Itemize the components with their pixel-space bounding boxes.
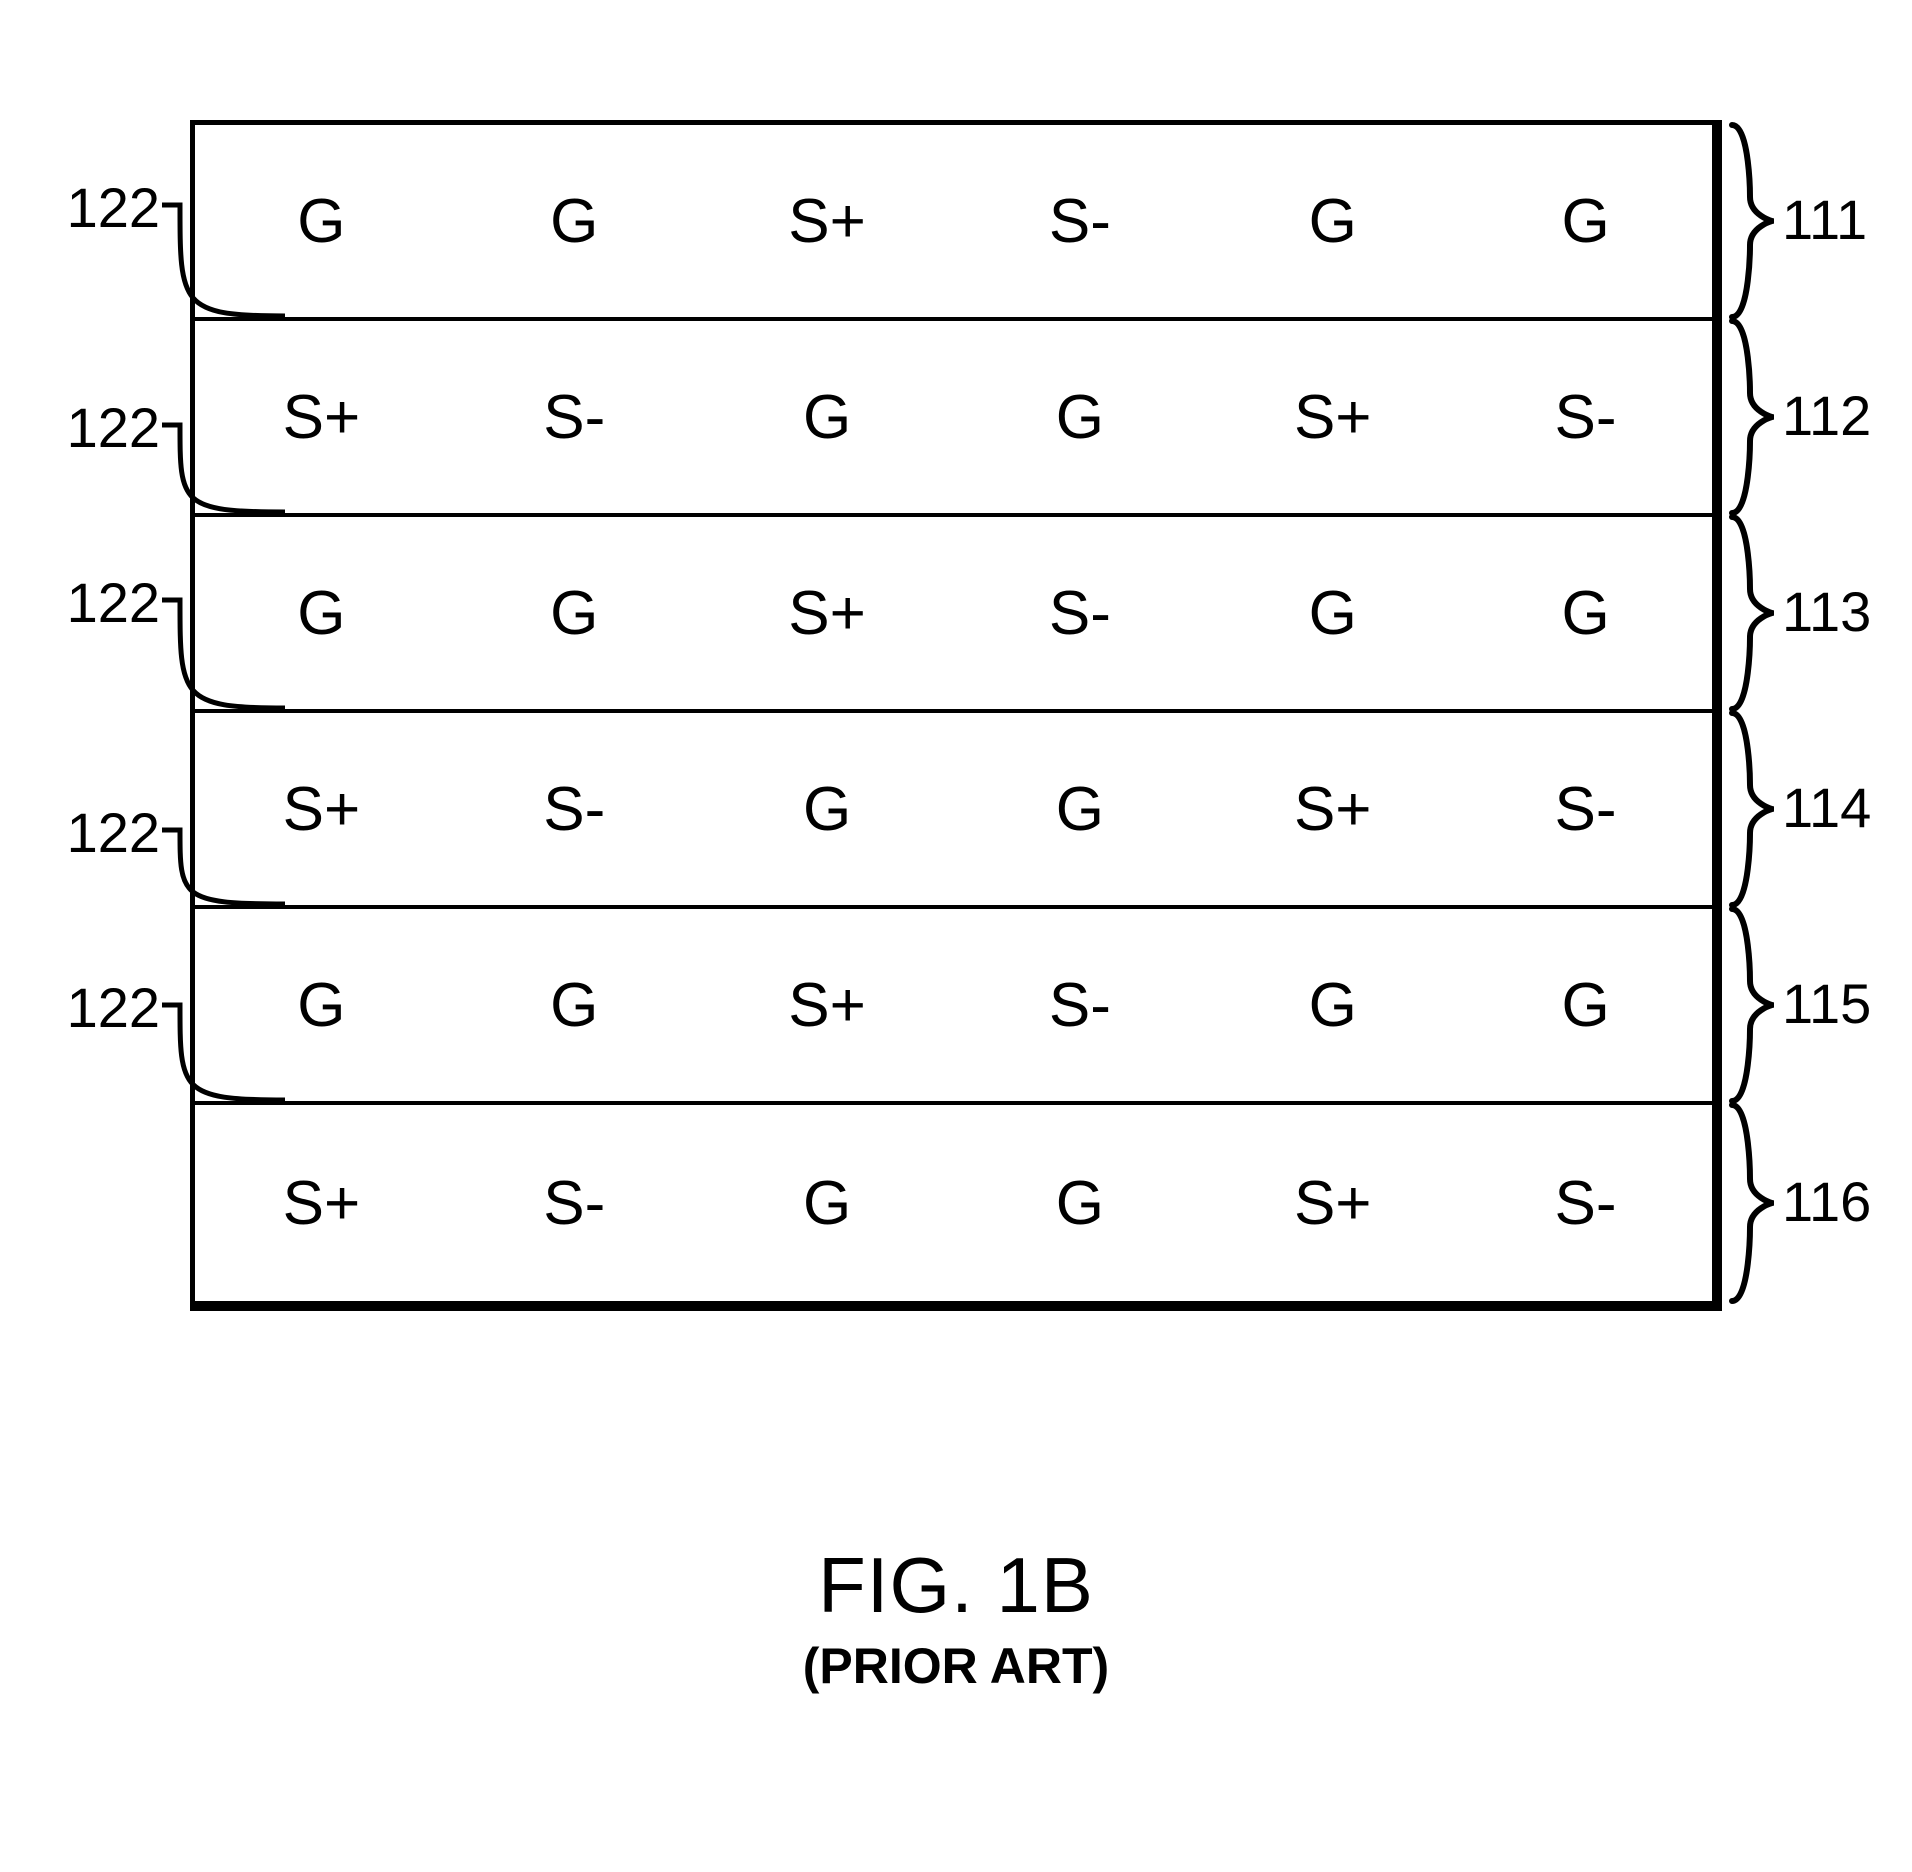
table-cell: S+ — [701, 186, 954, 257]
table-cell: S- — [448, 774, 701, 845]
caption-line-1: FIG. 1B — [0, 1540, 1912, 1631]
table-cell: S- — [1459, 382, 1712, 453]
table-cell: S- — [953, 970, 1206, 1041]
right-brace — [1726, 121, 1774, 321]
signal-layer-table: GGS+S-GGS+S-GGS+S-GGS+S-GGS+S-GGS+S-GGS+… — [190, 120, 1722, 1311]
right-reference-label: 113 — [1782, 579, 1912, 644]
table-row: S+S-GGS+S- — [195, 713, 1712, 909]
table-cell: G — [701, 382, 954, 453]
table-cell: S+ — [701, 578, 954, 649]
left-reference-label: 122 — [40, 395, 160, 460]
table-row: S+S-GGS+S- — [195, 1105, 1712, 1301]
table-cell: G — [448, 578, 701, 649]
table-cell: S- — [953, 578, 1206, 649]
table-cell: S- — [448, 1168, 701, 1239]
table-row: GGS+S-GG — [195, 125, 1712, 321]
table-cell: G — [953, 1168, 1206, 1239]
left-reference-label: 122 — [40, 570, 160, 635]
right-brace — [1726, 1101, 1774, 1305]
table-cell: G — [1459, 578, 1712, 649]
table-cell: S+ — [1206, 1168, 1459, 1239]
page: GGS+S-GGS+S-GGS+S-GGS+S-GGS+S-GGS+S-GGS+… — [0, 0, 1912, 1872]
left-reference-label: 122 — [40, 175, 160, 240]
table-cell: G — [1459, 186, 1712, 257]
right-reference-label: 116 — [1782, 1169, 1912, 1234]
table-cell: S+ — [195, 1168, 448, 1239]
right-brace — [1726, 709, 1774, 909]
right-brace — [1726, 317, 1774, 517]
table-cell: G — [195, 186, 448, 257]
table-cell: G — [953, 382, 1206, 453]
table-cell: G — [953, 774, 1206, 845]
table-cell: S- — [1459, 1168, 1712, 1239]
right-brace — [1726, 513, 1774, 713]
table-cell: S+ — [1206, 382, 1459, 453]
table-cell: G — [448, 186, 701, 257]
table-cell: G — [1459, 970, 1712, 1041]
table-cell: G — [448, 970, 701, 1041]
right-reference-label: 114 — [1782, 775, 1912, 840]
table-cell: S- — [953, 186, 1206, 257]
right-reference-label: 112 — [1782, 383, 1912, 448]
table-cell: S+ — [1206, 774, 1459, 845]
table-row: S+S-GGS+S- — [195, 321, 1712, 517]
right-reference-label: 111 — [1782, 187, 1912, 252]
table-cell: G — [1206, 578, 1459, 649]
left-reference-label: 122 — [40, 800, 160, 865]
figure-caption: FIG. 1B (PRIOR ART) — [0, 1540, 1912, 1695]
table-cell: S+ — [195, 774, 448, 845]
table-row: GGS+S-GG — [195, 909, 1712, 1105]
table-cell: G — [1206, 970, 1459, 1041]
table-cell: S+ — [701, 970, 954, 1041]
left-reference-label: 122 — [40, 975, 160, 1040]
table-cell: S+ — [195, 382, 448, 453]
table-row: GGS+S-GG — [195, 517, 1712, 713]
table-cell: G — [195, 578, 448, 649]
table-cell: S- — [1459, 774, 1712, 845]
right-reference-label: 115 — [1782, 971, 1912, 1036]
table-cell: G — [1206, 186, 1459, 257]
table-cell: G — [195, 970, 448, 1041]
table-cell: G — [701, 1168, 954, 1239]
caption-line-2: (PRIOR ART) — [0, 1637, 1912, 1695]
table-cell: G — [701, 774, 954, 845]
right-brace — [1726, 905, 1774, 1105]
table-cell: S- — [448, 382, 701, 453]
